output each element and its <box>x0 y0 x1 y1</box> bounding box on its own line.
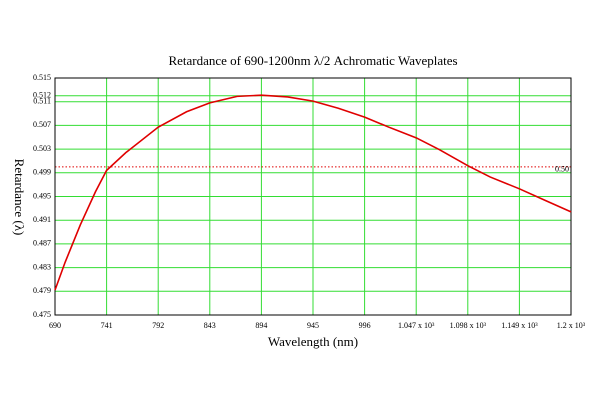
chart-title: Retardance of 690-1200nm λ/2 Achromatic … <box>168 53 457 68</box>
y-axis-label: Retardance (λ) <box>12 159 27 236</box>
x-tick-label: 1.047 x 10³ <box>398 321 435 330</box>
x-axis-label: Wavelength (nm) <box>268 334 358 349</box>
x-tick-label: 996 <box>359 321 371 330</box>
y-tick-label: 0.512 <box>33 91 51 100</box>
y-tick-label: 0.487 <box>33 239 51 248</box>
x-tick-label: 945 <box>307 321 319 330</box>
x-tick-label: 843 <box>204 321 216 330</box>
x-tick-label: 1.149 x 10³ <box>501 321 538 330</box>
y-tick-label: 0.495 <box>33 191 51 200</box>
x-tick-label: 1.098 x 10³ <box>450 321 487 330</box>
y-tick-label: 0.503 <box>33 144 51 153</box>
y-tick-label: 0.515 <box>33 73 51 82</box>
y-tick-label: 0.507 <box>33 120 51 129</box>
y-tick-label: 0.499 <box>33 168 51 177</box>
y-tick-label: 0.491 <box>33 215 51 224</box>
x-tick-label: 741 <box>101 321 113 330</box>
y-tick-label: 0.511 <box>33 97 51 106</box>
y-tick-label: 0.483 <box>33 262 51 271</box>
data-line <box>54 94 572 291</box>
x-tick-label: 894 <box>255 321 267 330</box>
y-tick-label: 0.475 <box>33 310 51 319</box>
x-tick-label: 792 <box>152 321 164 330</box>
reference-label: 0.50 <box>555 165 569 174</box>
y-tick-label: 0.479 <box>33 286 51 295</box>
x-tick-label: 690 <box>49 321 61 330</box>
x-tick-label: 1.2 x 10³ <box>557 321 586 330</box>
plot-frame <box>54 77 572 316</box>
